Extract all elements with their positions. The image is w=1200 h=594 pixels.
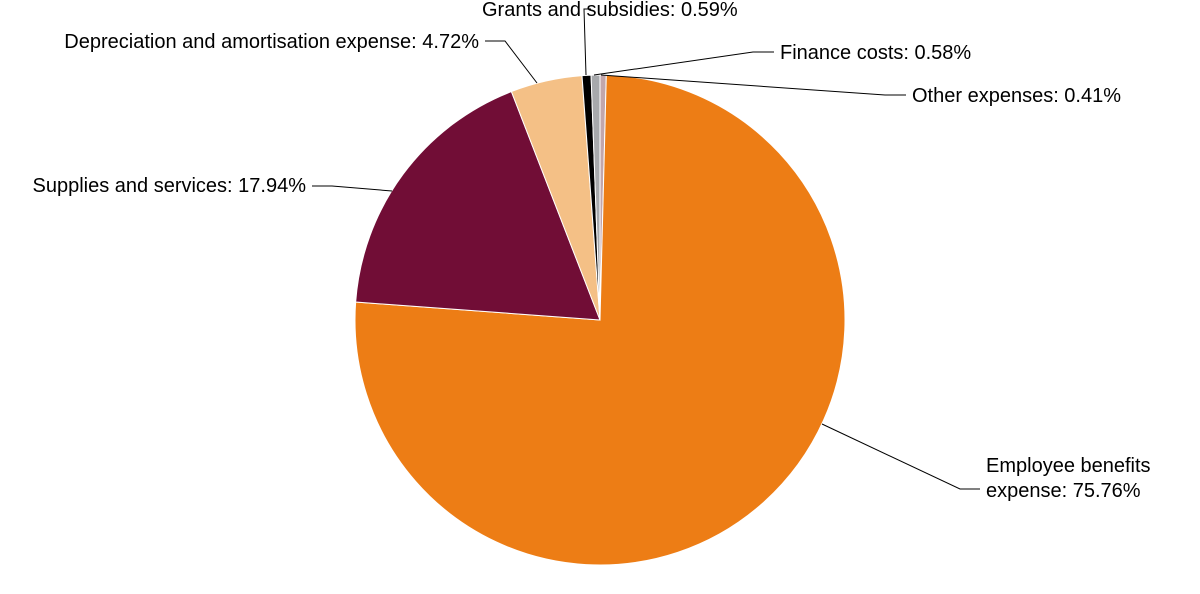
expenses-pie-chart: Other expenses: 0.41% Employee benefitsex… <box>0 0 1200 594</box>
slice-label: Other expenses: 0.41% <box>912 84 1121 109</box>
slice-label: Depreciation and amortisation expense: 4… <box>64 30 479 55</box>
slice-label: Supplies and services: 17.94% <box>33 174 307 199</box>
slice-label: Employee benefitsexpense: 75.76% <box>986 454 1200 504</box>
slice-label: Finance costs: 0.58% <box>780 41 971 66</box>
slice-label: Grants and subsidies: 0.59% <box>482 0 738 23</box>
